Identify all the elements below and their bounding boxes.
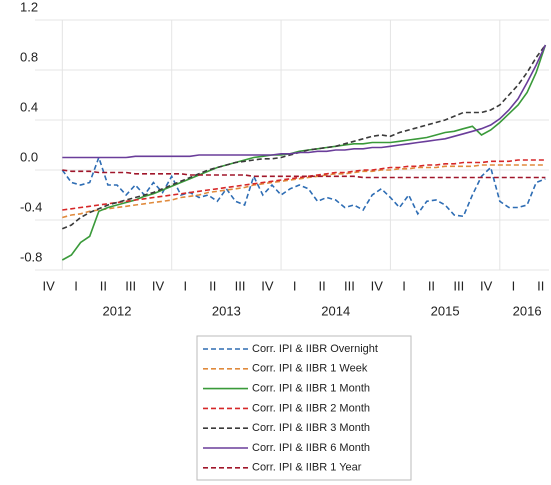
x-tick-label: IV [152, 278, 165, 293]
x-tick-label: IV [371, 278, 384, 293]
x-tick-label: IV [480, 278, 493, 293]
series-line [62, 164, 546, 219]
legend-label: Corr. IPI & IIBR 6 Month [252, 442, 370, 454]
series-line [61, 155, 546, 218]
x-tick-label: I [402, 278, 406, 293]
series-line [62, 169, 546, 179]
x-tick-label: I [74, 278, 78, 293]
legend-box [196, 335, 412, 481]
legend-label: Corr. IPI & IIBR 3 Month [252, 422, 370, 434]
y-tick-label: 0.8 [20, 49, 38, 64]
year-label: 2016 [513, 303, 542, 318]
series-line [62, 159, 546, 211]
x-tick-label: IV [261, 278, 274, 293]
series-line [62, 44, 547, 159]
y-tick-label: 0.4 [20, 99, 38, 114]
x-tick-label: IV [43, 278, 56, 293]
x-tick-label: II [537, 278, 544, 293]
year-label: 2012 [103, 303, 132, 318]
year-label: 2014 [321, 303, 350, 318]
x-tick-label: I [512, 278, 516, 293]
x-tick-label: II [209, 278, 216, 293]
x-tick-label: I [184, 278, 188, 293]
legend-label: Corr. IPI & IIBR 1 Year [252, 462, 362, 474]
x-tick-label: II [100, 278, 107, 293]
year-label: 2013 [212, 303, 241, 318]
x-tick-label: III [125, 278, 136, 293]
series-line [61, 44, 547, 230]
legend-label: Corr. IPI & IIBR 2 Month [252, 402, 370, 414]
legend-label: Corr. IPI & IIBR Overnight [252, 343, 378, 355]
x-tick-label: III [453, 278, 464, 293]
y-tick-label: 1.2 [20, 0, 38, 14]
year-label: 2015 [431, 303, 460, 318]
legend-label: Corr. IPI & IIBR 1 Week [252, 363, 368, 375]
legend-label: Corr. IPI & IIBR 1 Month [252, 383, 370, 395]
y-tick-label: -0.4 [20, 199, 42, 214]
y-tick-label: 0.0 [20, 149, 38, 164]
x-tick-label: II [318, 278, 325, 293]
x-tick-label: III [235, 278, 246, 293]
x-tick-label: III [344, 278, 355, 293]
y-tick-label: -0.8 [20, 249, 42, 264]
x-tick-label: I [293, 278, 297, 293]
x-tick-label: II [428, 278, 435, 293]
